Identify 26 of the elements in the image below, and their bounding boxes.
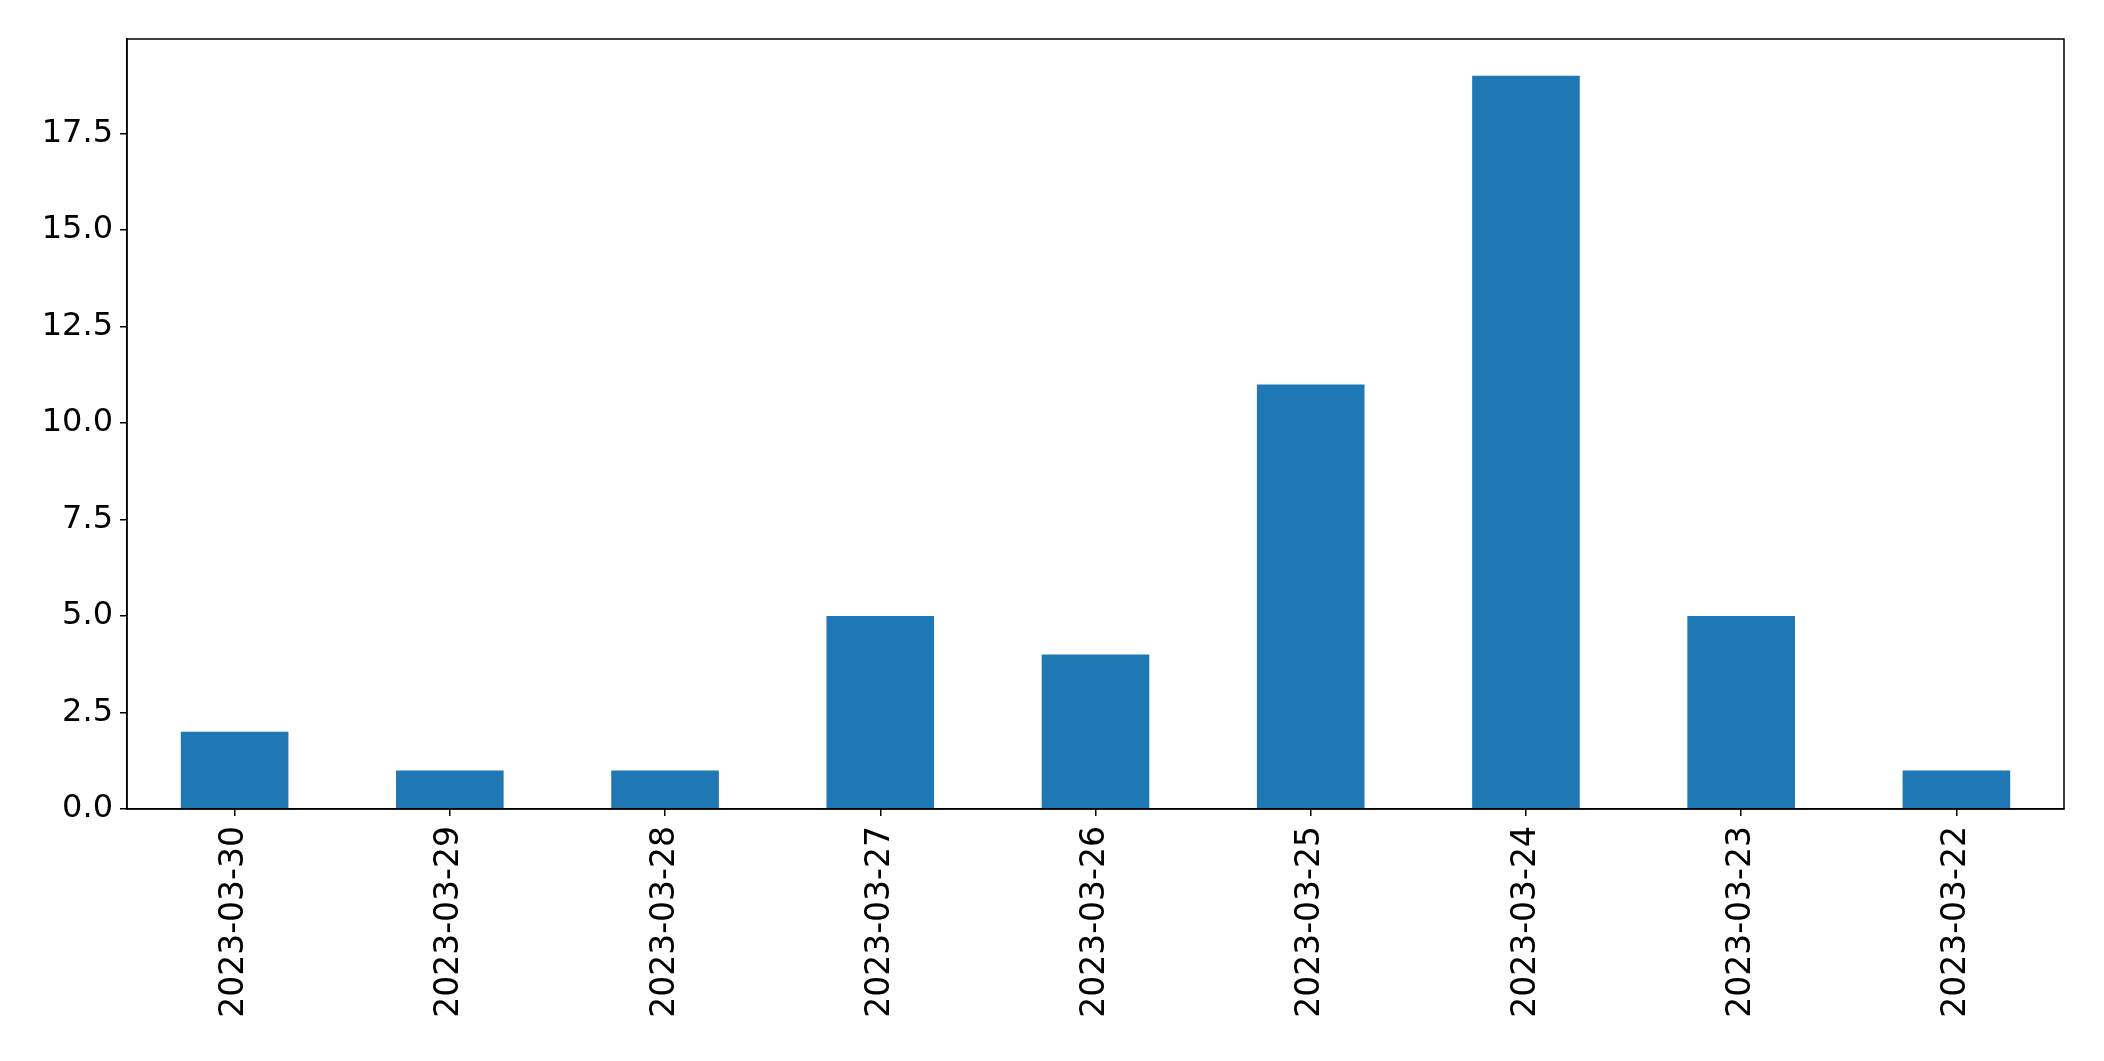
bar	[1256, 384, 1365, 809]
x-tick-label: 2023-03-24	[1503, 826, 1543, 1018]
y-tick-label: 0.0	[62, 787, 113, 826]
y-tick-label: 7.5	[62, 497, 113, 536]
x-tick-label: 2023-03-28	[642, 826, 682, 1018]
x-tick-label: 2023-03-30	[212, 826, 252, 1018]
x-tick-label: 2023-03-29	[427, 826, 467, 1018]
bar	[1472, 75, 1580, 809]
x-tick-label: 2023-03-25	[1288, 826, 1328, 1018]
bar	[1687, 616, 1795, 809]
y-tick-label: 2.5	[62, 690, 113, 729]
y-tick-label: 15.0	[41, 208, 113, 247]
bar	[1041, 654, 1150, 809]
x-tick-label: 2023-03-27	[857, 826, 897, 1018]
bar	[396, 770, 504, 809]
bar	[826, 616, 935, 809]
y-tick-label: 12.5	[41, 304, 113, 343]
x-tick-label: 2023-03-26	[1073, 826, 1113, 1018]
y-tick-label: 17.5	[41, 111, 113, 150]
x-tick-label: 2023-03-23	[1718, 826, 1758, 1018]
bar	[1902, 770, 2011, 809]
x-tick-label: 2023-03-22	[1933, 826, 1973, 1018]
y-tick-label: 10.0	[41, 401, 113, 440]
bar	[180, 731, 289, 809]
y-tick-label: 5.0	[62, 594, 113, 633]
bar	[611, 770, 719, 809]
